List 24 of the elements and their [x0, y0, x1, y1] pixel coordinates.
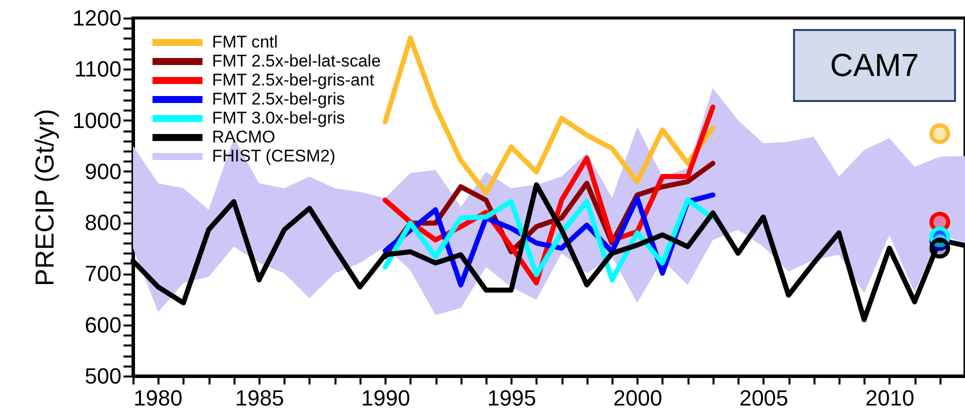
y-tick-label: 800 [84, 210, 122, 236]
legend-label: FMT cntl [212, 32, 278, 52]
y-tick-label: 1000 [72, 108, 122, 133]
x-tick-label: 1985 [235, 386, 284, 410]
x-tick-label: 2010 [865, 386, 914, 410]
x-tick-label: 1980 [134, 386, 182, 410]
y-tick-label: 700 [84, 261, 122, 286]
y-tick-label: 1100 [74, 56, 122, 82]
legend-label: FMT 2.5x-bel-gris [212, 90, 345, 108]
legend-label: RACMO [212, 128, 276, 146]
x-tick-label: 2005 [739, 386, 788, 410]
y-tick-label: 900 [84, 158, 122, 184]
y-axis-title: PRECIP (Gt/yr) [30, 108, 60, 286]
legend-label: FMT 3.0x-bel-gris [212, 108, 345, 128]
legend-label: FHIST (CESM2) [212, 146, 336, 166]
label-box: CAM7 [793, 29, 956, 102]
y-tick-label: 1200 [72, 6, 122, 30]
x-tick-label: 1990 [361, 386, 410, 410]
x-tick-label: 2000 [613, 386, 662, 410]
x-tick-label: 1995 [487, 386, 536, 410]
y-tick-label: 600 [84, 312, 122, 338]
legend-label: FMT 2.5x-bel-gris-ant [212, 70, 374, 90]
legend-label: FMT 2.5x-bel-lat-scale [212, 52, 381, 70]
y-tick-label: 500 [84, 364, 122, 388]
